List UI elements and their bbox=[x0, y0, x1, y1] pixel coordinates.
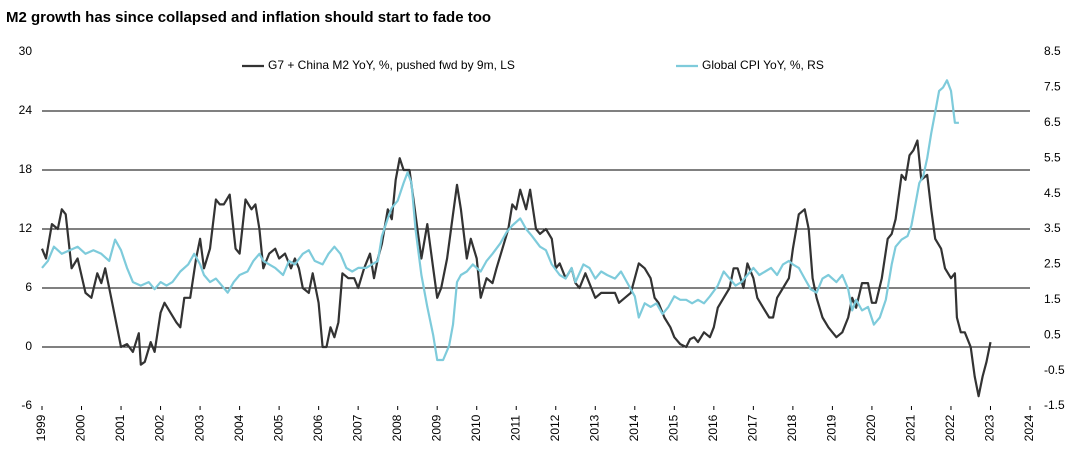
x-tick-label: 2020 bbox=[864, 414, 878, 441]
y2-tick-label: -1.5 bbox=[1044, 398, 1065, 412]
y-tick-label: 24 bbox=[19, 103, 33, 117]
y2-tick-label: 5.5 bbox=[1044, 150, 1061, 164]
series-line bbox=[41, 79, 959, 362]
x-tick-label: 2009 bbox=[429, 414, 443, 441]
y2-tick-label: 2.5 bbox=[1044, 257, 1061, 271]
x-tick-label: 2022 bbox=[943, 414, 957, 441]
x-tick-label: 2015 bbox=[666, 414, 680, 441]
y2-tick-label: 1.5 bbox=[1044, 292, 1061, 306]
y2-tick-label: 8.5 bbox=[1044, 44, 1061, 58]
x-tick-label: 2008 bbox=[390, 414, 404, 441]
x-tick-label: 2010 bbox=[469, 414, 483, 441]
x-tick-label: 2013 bbox=[587, 414, 601, 441]
x-tick-label: 2014 bbox=[627, 414, 641, 441]
x-tick-label: 2024 bbox=[1022, 414, 1036, 441]
y2-tick-label: 7.5 bbox=[1044, 80, 1061, 94]
x-tick-label: 2011 bbox=[508, 415, 522, 441]
x-tick-label: 1999 bbox=[34, 414, 48, 441]
y-tick-label: 18 bbox=[19, 162, 33, 176]
x-tick-label: 2023 bbox=[983, 414, 997, 441]
x-tick-label: 2019 bbox=[825, 414, 839, 441]
y2-tick-label: 0.5 bbox=[1044, 327, 1061, 341]
x-tick-label: 2003 bbox=[192, 414, 206, 441]
x-tick-label: 2012 bbox=[548, 414, 562, 441]
y2-tick-label: -0.5 bbox=[1044, 363, 1065, 377]
y2-tick-label: 6.5 bbox=[1044, 115, 1061, 129]
y-tick-label: 6 bbox=[25, 280, 32, 294]
x-tick-label: 2002 bbox=[153, 414, 167, 441]
chart-title: M2 growth has since collapsed and inflat… bbox=[6, 9, 491, 26]
x-tick-label: 2004 bbox=[232, 414, 246, 441]
y-tick-label: -6 bbox=[21, 398, 32, 412]
legend-label: Global CPI YoY, %, RS bbox=[702, 58, 824, 72]
x-tick-label: 2017 bbox=[746, 414, 760, 441]
y-tick-label: 0 bbox=[25, 339, 32, 353]
x-tick-label: 2007 bbox=[350, 414, 364, 441]
series-line bbox=[40, 139, 992, 398]
x-tick-label: 2001 bbox=[113, 414, 127, 441]
x-tick-label: 2005 bbox=[271, 414, 285, 441]
x-tick-label: 2021 bbox=[904, 414, 918, 441]
x-tick-label: 2000 bbox=[74, 414, 88, 441]
x-tick-label: 2018 bbox=[785, 414, 799, 441]
legend-label: G7 + China M2 YoY, %, pushed fwd by 9m, … bbox=[268, 58, 515, 72]
x-tick-label: 2016 bbox=[706, 414, 720, 441]
y2-tick-label: 4.5 bbox=[1044, 186, 1061, 200]
x-tick-label: 2006 bbox=[311, 414, 325, 441]
y2-tick-label: 3.5 bbox=[1044, 221, 1061, 235]
y-tick-label: 12 bbox=[19, 221, 33, 235]
y-tick-label: 30 bbox=[19, 44, 33, 58]
